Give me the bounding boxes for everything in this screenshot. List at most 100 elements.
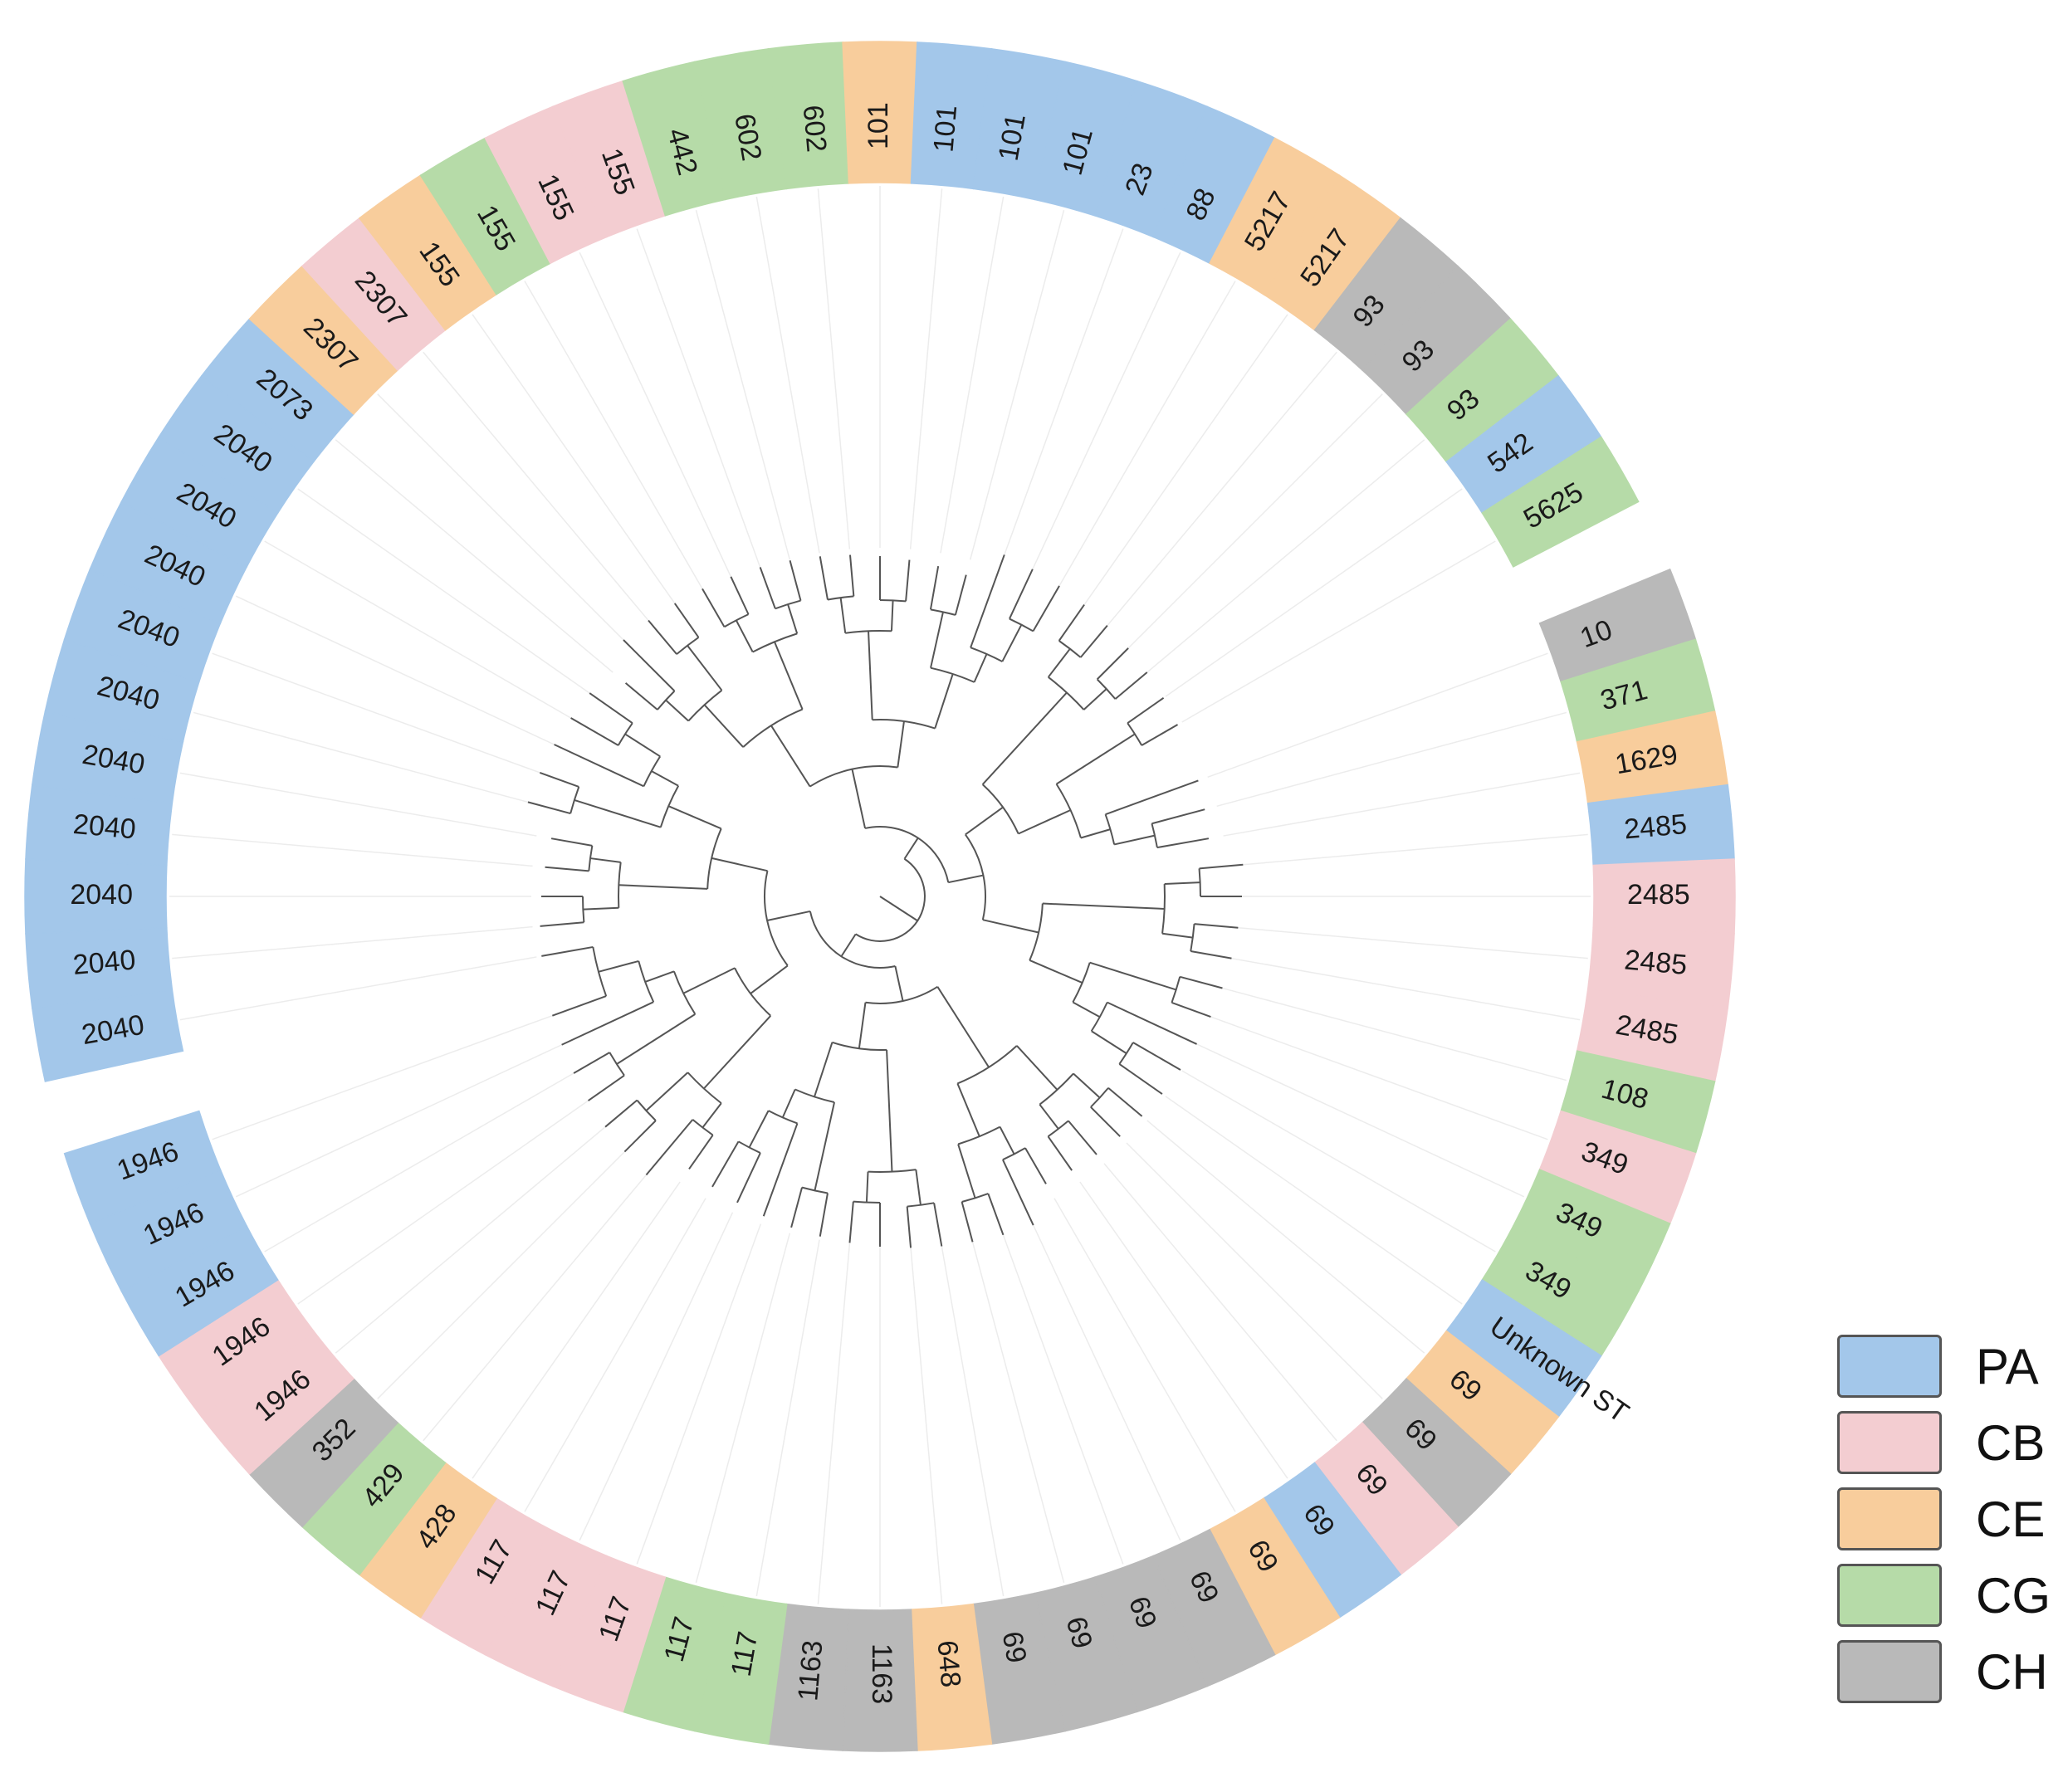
ring-segment-cg — [1481, 436, 1640, 568]
tree-branch — [616, 1013, 696, 1065]
tree-branch — [886, 1049, 893, 1172]
tree-branch — [673, 603, 700, 638]
tree-branch — [624, 733, 661, 758]
tree-branch — [687, 1072, 722, 1104]
tree-branch — [879, 896, 918, 922]
tree-branch — [554, 744, 644, 788]
guide-line — [636, 1223, 762, 1565]
tree-branch — [623, 1120, 657, 1153]
tree-branch — [665, 699, 689, 722]
st-label: 69 — [996, 1629, 1033, 1666]
tree-branch — [688, 1134, 714, 1170]
guide-line — [235, 1042, 565, 1198]
guide-line — [969, 1233, 1065, 1584]
legend-item-cg: CG — [1831, 1557, 2055, 1633]
guide-line — [1026, 251, 1181, 581]
st-label: 648 — [931, 1639, 967, 1689]
tree-branch — [929, 565, 940, 610]
guide-line — [1227, 833, 1588, 867]
tree-branch — [961, 1201, 974, 1243]
tree-branch — [1091, 1030, 1127, 1054]
tree-branch — [819, 1193, 829, 1237]
tree-branch — [814, 1042, 834, 1097]
tree-branch — [849, 554, 855, 597]
tree-branch — [676, 637, 700, 655]
guide-line — [1195, 1042, 1525, 1198]
st-label: 2485 — [1627, 879, 1690, 911]
tree-branch — [839, 597, 847, 633]
guide-line — [1223, 772, 1581, 837]
guide-line — [1079, 314, 1288, 612]
tree-branch — [643, 755, 662, 787]
guide-line — [1165, 488, 1463, 697]
guide-line — [909, 188, 943, 549]
tree-branch — [1156, 837, 1210, 849]
tree-branch — [1032, 585, 1060, 632]
tree-branch — [1105, 779, 1199, 816]
tree-branch — [897, 720, 905, 768]
tree-branch — [618, 884, 708, 890]
tree-branch — [703, 1015, 771, 1090]
guide-line — [377, 393, 634, 651]
tree-branch — [1089, 961, 1176, 991]
guide-line — [179, 956, 537, 1021]
tree-branch — [702, 588, 726, 627]
tree-branch — [570, 717, 619, 746]
tree-branch — [890, 600, 894, 632]
tree-branch — [687, 689, 723, 722]
tree-branch — [936, 986, 990, 1068]
guide-line — [1216, 985, 1567, 1082]
tree-branch — [794, 1088, 835, 1103]
tree-branch — [819, 556, 829, 600]
tree-branch — [657, 690, 676, 710]
guide-line — [755, 1239, 820, 1597]
guide-line — [817, 188, 851, 549]
tree-branch — [598, 959, 639, 973]
st-label: 602 — [797, 104, 833, 154]
tree-branch — [604, 1099, 638, 1128]
tree-branch — [687, 645, 723, 691]
tree-branch — [970, 554, 1005, 648]
tree-branch — [1068, 1120, 1097, 1155]
tree-branch — [1190, 950, 1232, 959]
tree-branch — [827, 595, 854, 601]
tree-branch — [781, 1089, 796, 1118]
tree-branch — [1107, 1086, 1143, 1117]
legend-label-cb: CB — [1976, 1415, 2046, 1471]
tree-branch — [589, 857, 621, 863]
guide-line — [423, 351, 657, 630]
tree-branch — [527, 801, 571, 815]
st-label: 1163 — [792, 1639, 829, 1702]
tree-branch — [1118, 1063, 1163, 1095]
tree-branch — [1199, 863, 1244, 870]
tree-branch — [906, 1206, 912, 1248]
tree-branch — [775, 599, 801, 610]
tree-branch — [750, 964, 789, 994]
guide-line — [264, 1070, 579, 1252]
guide-line — [212, 1014, 553, 1140]
tree-branch — [934, 673, 954, 729]
tree-branch — [588, 1074, 625, 1101]
tree-branch — [948, 874, 984, 884]
tree-branch — [1083, 688, 1107, 710]
guide-line — [172, 925, 533, 959]
guide-line — [969, 209, 1065, 560]
legend: PA CB CE CG CH — [1831, 1328, 2055, 1710]
tree-branch — [645, 1119, 694, 1176]
guide-line — [1216, 711, 1567, 808]
tree-branch — [1047, 1135, 1073, 1171]
tree-branch — [789, 560, 802, 601]
tree-branch — [1141, 724, 1179, 746]
guide-line — [423, 1163, 657, 1442]
tree-branch — [1001, 624, 1023, 662]
tree-branch — [864, 826, 950, 883]
guide-line — [909, 1243, 943, 1604]
guide-line — [1103, 1163, 1337, 1442]
tree-branch — [903, 837, 919, 860]
tree-branch — [1042, 902, 1165, 910]
tree-branch — [840, 933, 857, 957]
guide-line — [1181, 540, 1496, 723]
tree-branch — [965, 833, 986, 920]
tree-branch — [1002, 1159, 1034, 1226]
